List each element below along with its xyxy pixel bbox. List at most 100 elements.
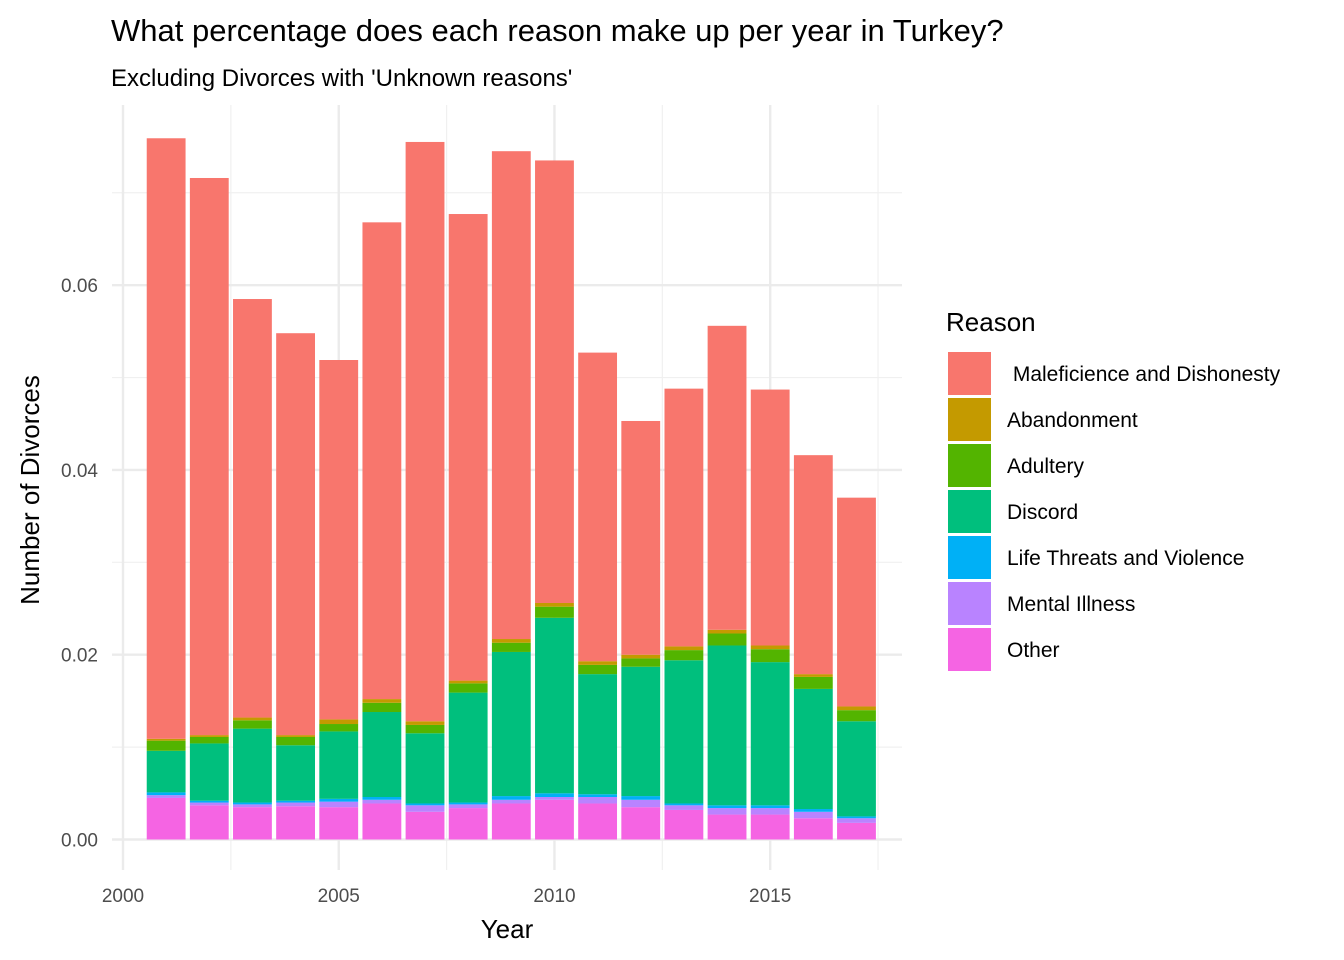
x-tick-label: 2015: [749, 886, 791, 907]
legend-swatch: [948, 444, 991, 487]
bar-segment: [189, 736, 229, 744]
legend-label: Adultery: [1007, 455, 1085, 478]
bar-segment: [621, 654, 661, 659]
bar-segment: [276, 800, 315, 803]
legend-swatch: [948, 490, 991, 533]
bar-segment: [362, 712, 402, 798]
bar-segment: [707, 814, 747, 840]
bar-segment: [448, 680, 488, 684]
bar-segment: [535, 799, 574, 840]
bar-segment: [319, 807, 359, 840]
bar-segment: [664, 660, 704, 804]
bar-segment: [837, 721, 876, 817]
bar-segment: [837, 706, 876, 711]
bar-segment: [448, 808, 488, 840]
bar-segment: [578, 674, 618, 795]
bar-segment: [491, 639, 531, 643]
bar-segment: [233, 717, 272, 721]
legend-label: Mental Illness: [1007, 593, 1135, 616]
bar-segment: [405, 811, 445, 840]
bar-segment: [664, 650, 704, 661]
bar-segment: [750, 645, 790, 650]
legend-title: Reason: [946, 307, 1036, 337]
bar-segment: [793, 818, 833, 840]
bar-segment: [750, 389, 790, 646]
bar-segment: [146, 138, 186, 739]
bar-segment: [535, 160, 574, 603]
bar-segment: [578, 794, 618, 798]
bar-segment: [578, 797, 618, 804]
bar-segment: [578, 661, 618, 665]
y-tick-label: 0.06: [61, 276, 98, 297]
bar-segment: [707, 645, 747, 806]
bar-segment: [448, 692, 488, 803]
bar-segment: [578, 803, 618, 840]
bar-segment: [621, 796, 661, 800]
bar-segment: [837, 710, 876, 722]
x-tick-label: 2000: [102, 886, 144, 907]
bar-segment: [319, 801, 359, 808]
bar-segment: [276, 735, 315, 737]
axes: 0.00 0.02 0.04 0.06 2000 2005 2010 2015: [61, 276, 791, 907]
bar-segment: [535, 793, 574, 798]
bar-segment: [189, 743, 229, 801]
x-tick-label: 2010: [533, 886, 575, 907]
chart-title: What percentage does each reason make up…: [111, 13, 1004, 48]
bar-segment: [793, 455, 833, 675]
bar-segment: [707, 325, 747, 630]
bar-segment: [405, 803, 445, 806]
bar-segment: [319, 798, 359, 802]
bar-segment: [276, 802, 315, 807]
bar-segment: [793, 811, 833, 819]
bar-segment: [362, 699, 402, 703]
bar-segment: [448, 804, 488, 809]
bar-segment: [664, 805, 704, 810]
y-tick-label: 0.00: [61, 831, 98, 852]
bar-segment: [319, 731, 359, 799]
bar-segment: [448, 802, 488, 805]
legend-label: Maleficience and Dishonesty: [1007, 363, 1281, 386]
legend-label: Abandonment: [1007, 409, 1138, 432]
bar-segment: [276, 806, 315, 840]
bar-segment: [707, 633, 747, 646]
bar-segment: [276, 333, 315, 736]
bar-segment: [405, 733, 445, 804]
bar-segment: [664, 809, 704, 840]
bar-segment: [491, 799, 531, 804]
legend-swatch: [948, 628, 991, 671]
bar-segment: [750, 814, 790, 840]
bar-segment: [535, 606, 574, 618]
bar-segment: [707, 808, 747, 815]
x-tick-label: 2005: [318, 886, 360, 907]
bar-segment: [837, 818, 876, 823]
legend-label: Discord: [1007, 501, 1078, 524]
bar-segment: [233, 720, 272, 729]
bar-segment: [189, 177, 229, 736]
bar-segment: [189, 802, 229, 806]
bar-segment: [750, 805, 790, 809]
bar-segment: [276, 745, 315, 801]
bar-segment: [621, 658, 661, 667]
bar-segment: [233, 299, 272, 718]
bar-segment: [491, 651, 531, 797]
bar-segment: [793, 674, 833, 677]
x-axis-title: Year: [481, 914, 534, 944]
bar-segment: [405, 724, 445, 734]
bar-segment: [707, 629, 747, 634]
bar-segment: [319, 719, 359, 725]
legend-swatch: [948, 398, 991, 441]
bar-segment: [664, 646, 704, 651]
bar-segment: [362, 799, 402, 804]
bar-segment: [362, 803, 402, 840]
bar-segment: [362, 797, 402, 800]
bar-segment: [189, 735, 229, 737]
legend-swatch: [948, 536, 991, 579]
bar-segment: [319, 360, 359, 720]
bar-segment: [233, 807, 272, 840]
bar-segment: [491, 642, 531, 652]
bar-segment: [146, 740, 186, 751]
bar-segment: [233, 728, 272, 803]
bar-segment: [405, 805, 445, 812]
bar-segment: [793, 809, 833, 812]
bar-segment: [448, 683, 488, 693]
